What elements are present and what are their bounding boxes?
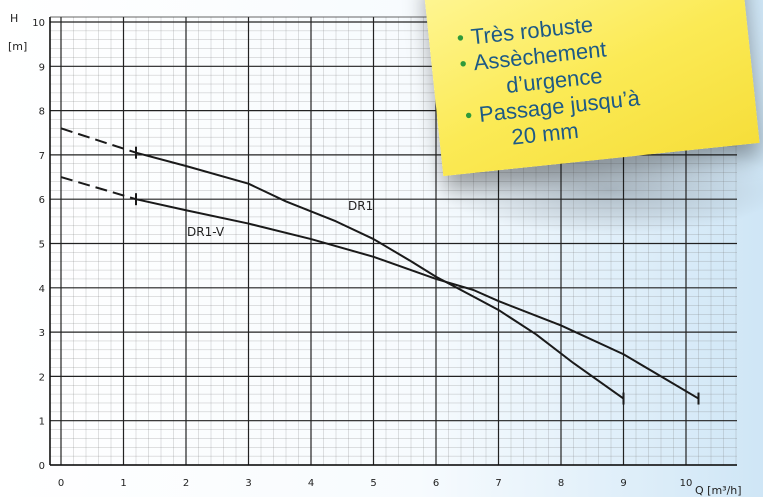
series-dr1-extrapolated: [60, 127, 137, 154]
x-tick-label: 9: [620, 478, 626, 489]
series-dr1-v-extrapolated: [60, 176, 137, 201]
y-tick-label: 3: [39, 328, 45, 339]
x-tick-label: 1: [120, 478, 126, 489]
x-tick-labels: 0 1 2 3 4 5 6 7 8 9 10: [58, 478, 693, 489]
y-axis-unit: [m]: [8, 40, 27, 53]
x-tick-label: 10: [680, 478, 693, 489]
x-tick-label: 6: [433, 478, 439, 489]
y-axis-title: H: [10, 12, 18, 25]
series-group: [60, 127, 700, 405]
y-tick-label: 9: [39, 62, 45, 73]
x-tick-label: 3: [245, 478, 251, 489]
x-axis-title: Q [m³/h]: [695, 484, 742, 497]
y-tick-label: 2: [39, 372, 45, 383]
y-tick-label: 1: [39, 417, 45, 428]
y-tick-labels: 0 1 2 3 4 5 6 7 8 9 10: [32, 18, 45, 472]
x-tick-label: 8: [558, 478, 564, 489]
x-tick-label: 5: [370, 478, 376, 489]
note-list: Très robusteAssèchementd’urgencePassage …: [422, 0, 757, 158]
x-tick-label: 7: [495, 478, 501, 489]
series-dr1-line: [135, 151, 625, 400]
y-tick-label: 4: [39, 284, 45, 295]
x-tick-label: 0: [58, 478, 64, 489]
y-tick-label: 5: [39, 240, 45, 251]
series-label-dr1-v: DR1-V: [187, 225, 225, 239]
y-tick-label: 7: [39, 151, 45, 162]
x-tick-label: 4: [308, 478, 314, 489]
series-label-dr1: DR1: [348, 199, 373, 213]
series-dr1-v-line: [135, 198, 700, 400]
y-tick-label: 8: [39, 107, 45, 118]
y-tick-label: 0: [39, 461, 45, 472]
x-tick-label: 2: [183, 478, 189, 489]
y-tick-label: 6: [39, 195, 45, 206]
y-tick-label: 10: [32, 18, 45, 29]
